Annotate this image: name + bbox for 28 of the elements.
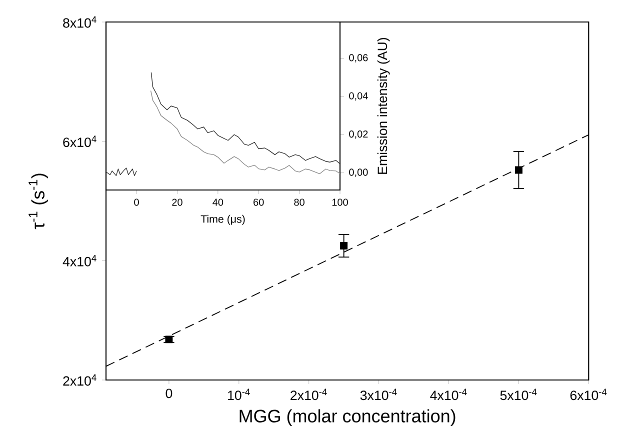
x-tick-label: 3x10$^{-4}$ [360,388,397,400]
y-tick-label: 6x10$^{4}$ [63,136,96,148]
x-tick-label: 20 [172,198,182,206]
x-axis-title: MGG (molar concentration) [240,409,456,426]
x-tick-label: 80 [294,198,304,206]
x-tick-label: 5x10$^{-4}$ [500,388,537,400]
x-tick-label: 0 [166,388,172,398]
y-tick-label: 0,02 [349,130,368,139]
y-axis-title: τ$^{-1}$ (s$^{-1}$) [28,174,48,230]
point [514,166,522,174]
point [165,336,173,344]
y-tick-label: 0,00 [349,168,368,177]
x-tick-label: 40 [212,198,224,206]
y-axis-title: Emission intensity (AU) [377,38,390,174]
y-tick-label: 2x10$^{4}$ [63,374,96,386]
x-tick-label: 60 [254,198,264,206]
x-tick-label: 2x10$^{-4}$ [290,388,327,400]
x-tick-label: 100 [332,198,348,206]
y-tick-label: 4x10$^{4}$ [62,254,96,266]
point [340,242,348,250]
x-axis-title: Time (μs) [200,214,245,225]
x-tick-label: 0 [134,198,139,206]
y-tick-label: 0,04 [349,92,368,101]
x-tick-label: 4x10$^{-4}$ [430,388,467,400]
y-tick-label: 0,06 [349,54,368,62]
y-tick-label: 8x10$^{4}$ [63,16,96,28]
x-tick-label: 6x10$^{-4}$ [570,388,607,400]
x-tick-label: 10$^{-4}$ [228,388,250,400]
